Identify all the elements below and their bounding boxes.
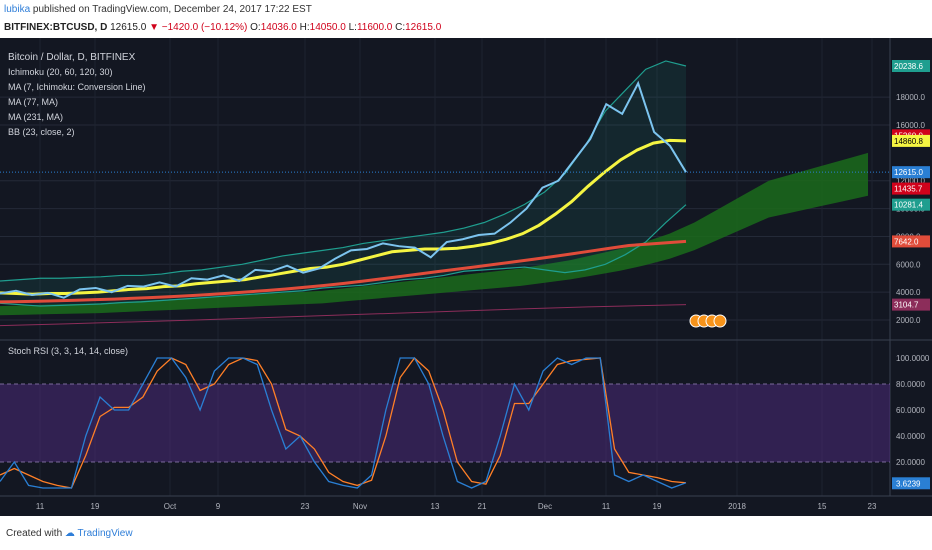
stoch-k-line <box>0 357 687 489</box>
close-label: C: <box>395 22 406 33</box>
x-tick-label: 11 <box>36 502 45 511</box>
price-change: −1420.0 (−10.12%) <box>161 22 248 33</box>
legend-ma7: MA (7, Ichimoku: Conversion Line) <box>8 82 146 92</box>
chart-header: lubika published on TradingView.com, Dec… <box>0 0 932 38</box>
main-title: Bitcoin / Dollar, D, BITFINEX <box>8 52 136 63</box>
x-tick-label: 2018 <box>728 502 746 511</box>
x-tick-label: Dec <box>538 502 552 511</box>
author-link[interactable]: lubika <box>4 4 31 15</box>
tradingview-link[interactable]: TradingView <box>77 528 133 539</box>
legend-bb: BB (23, close, 2) <box>8 127 75 137</box>
x-tick-label: 11 <box>602 502 611 511</box>
x-tick-label: 19 <box>91 502 100 511</box>
chart-svg[interactable]: 2000.04000.06000.08000.010000.012000.016… <box>0 38 932 516</box>
chart-area[interactable]: 2000.04000.06000.08000.010000.012000.016… <box>0 38 932 516</box>
x-tick-label: Oct <box>164 502 177 511</box>
last-price: 12615.0 <box>110 22 147 33</box>
price-label-box <box>892 166 930 179</box>
price-label-box <box>892 198 930 211</box>
y-tick-label: 4000.0 <box>896 288 921 297</box>
x-tick-label: 19 <box>653 502 662 511</box>
price-line <box>0 80 687 299</box>
stoch-tick-label: 80.0000 <box>896 380 925 389</box>
y-tick-label: 12000.0 <box>896 177 925 186</box>
x-tick-label: 23 <box>301 502 310 511</box>
price-label-box <box>892 235 930 248</box>
footer-text: Created with ☁ TradingView <box>6 528 133 539</box>
ichimoku-cloud <box>0 152 868 316</box>
x-tick-label: 13 <box>431 502 440 511</box>
x-tick-label: Nov <box>353 502 367 511</box>
stoch-last-label: 3.6239 <box>896 479 921 488</box>
y-tick-label: 2000.0 <box>896 316 921 325</box>
stoch-last-box <box>892 477 930 490</box>
price-label: 11435.7 <box>894 185 923 194</box>
publish-text: published on TradingView.com, December 2… <box>32 4 312 15</box>
legend-ichimoku: Ichimoku (20, 60, 120, 30) <box>8 67 113 77</box>
high-label: H: <box>299 22 310 33</box>
bb-lower-line <box>0 204 687 307</box>
low-label: L: <box>348 22 357 33</box>
x-tick-label: 15 <box>818 502 827 511</box>
price-label: 10281.4 <box>894 201 923 210</box>
x-tick-label: 21 <box>478 502 487 511</box>
bb-fill <box>0 60 686 307</box>
stoch-title: Stoch RSI (3, 3, 14, 14, close) <box>8 346 129 356</box>
price-label: 12615.0 <box>894 168 923 177</box>
event-icon <box>713 314 727 328</box>
price-label: 3104.7 <box>894 301 919 310</box>
price-label-box <box>892 60 930 72</box>
x-tick-label: 23 <box>868 502 877 511</box>
price-label-box <box>892 298 930 311</box>
publish-info: lubika published on TradingView.com, Dec… <box>4 4 312 15</box>
low-value: 11600.0 <box>356 22 393 33</box>
x-tick-label: 9 <box>216 502 221 511</box>
y-tick-label: 6000.0 <box>896 260 921 269</box>
ohlc-line: BITFINEX:BTCUSD, D 12615.0 ▼ −1420.0 (−1… <box>4 22 441 33</box>
symbol-label: BITFINEX:BTCUSD, D <box>4 22 108 33</box>
legend-ma231: MA (231, MA) <box>8 112 64 122</box>
high-value: 14050.0 <box>309 22 346 33</box>
stoch-band <box>0 384 890 462</box>
stoch-tick-label: 20.0000 <box>896 458 925 467</box>
footer: Created with ☁ TradingView <box>0 516 932 550</box>
close-value: 12615.0 <box>405 22 442 33</box>
ma231-line <box>0 304 687 327</box>
y-tick-label: 18000.0 <box>896 93 925 102</box>
ma77-line <box>0 239 687 304</box>
legend-ma77: MA (77, MA) <box>8 97 59 107</box>
price-label-box <box>892 182 930 195</box>
stoch-d-line <box>0 357 687 489</box>
y-tick-label: 16000.0 <box>896 121 925 130</box>
open-label: O: <box>250 22 261 33</box>
price-label: 20238.6 <box>894 62 923 71</box>
down-arrow-icon: ▼ <box>149 22 159 33</box>
stoch-tick-label: 60.0000 <box>896 406 925 415</box>
price-label: 7642.0 <box>894 237 919 246</box>
tradingview-logo-icon: ☁ <box>64 528 75 539</box>
price-label: 14860.8 <box>894 137 923 146</box>
stoch-tick-label: 40.0000 <box>896 432 925 441</box>
price-label-box <box>892 134 930 147</box>
open-value: 14036.0 <box>260 22 297 33</box>
created-with-text: Created with <box>6 528 63 539</box>
stoch-tick-label: 100.0000 <box>896 354 930 363</box>
